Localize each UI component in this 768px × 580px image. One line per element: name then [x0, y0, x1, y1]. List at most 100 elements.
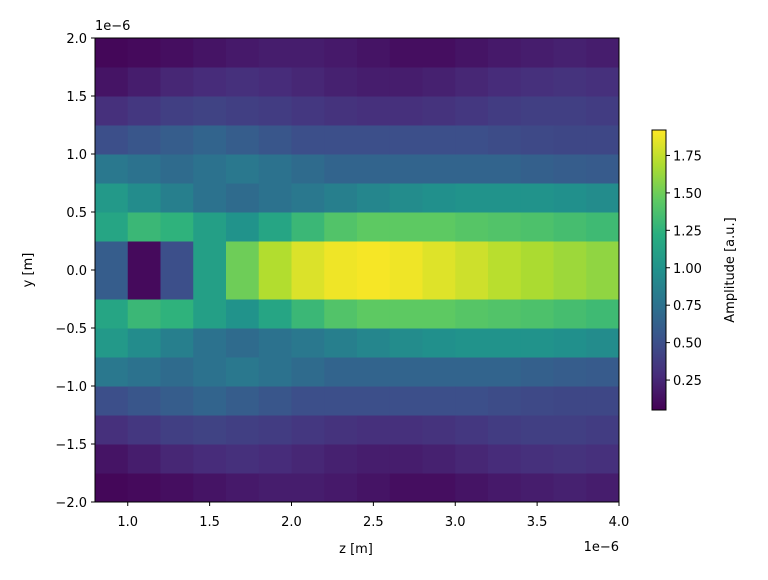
- heatmap-cell: [291, 96, 325, 126]
- heatmap-cell: [553, 270, 587, 300]
- heatmap-cell: [455, 154, 489, 184]
- heatmap-cell: [291, 270, 325, 300]
- heatmap-cell: [127, 38, 161, 68]
- colorbar-tick-label: 0.75: [673, 299, 702, 314]
- heatmap-cell: [389, 183, 423, 213]
- heatmap-cell: [553, 386, 587, 416]
- heatmap-cell: [324, 241, 358, 271]
- heatmap-cell: [455, 270, 489, 300]
- heatmap-cell: [193, 473, 227, 502]
- heatmap-cell: [324, 415, 358, 445]
- heatmap-cell: [553, 328, 587, 358]
- heatmap-cell: [193, 270, 227, 300]
- heatmap-cell: [553, 357, 587, 387]
- heatmap-cell: [193, 183, 227, 213]
- heatmap-cell: [422, 386, 456, 416]
- heatmap-cell: [389, 212, 423, 242]
- colorbar-tick-label: 1.25: [673, 224, 702, 239]
- heatmap-cell: [357, 183, 391, 213]
- heatmap-cell: [193, 241, 227, 271]
- heatmap-cell: [226, 241, 260, 271]
- heatmap-cell: [520, 328, 554, 358]
- heatmap-cell: [389, 125, 423, 155]
- heatmap-cell: [488, 241, 522, 271]
- heatmap-cell: [226, 183, 260, 213]
- heatmap-cell: [291, 328, 325, 358]
- x-tick-label: 4.0: [609, 515, 630, 530]
- heatmap-cell: [422, 125, 456, 155]
- heatmap-cell: [127, 299, 161, 329]
- heatmap-cell: [127, 415, 161, 445]
- heatmap-cell: [226, 154, 260, 184]
- heatmap-cell: [586, 154, 619, 184]
- heatmap-cell: [422, 38, 456, 68]
- heatmap-cell: [160, 67, 194, 97]
- heatmap-cell: [586, 415, 619, 445]
- y-tick-label: −1.5: [55, 438, 87, 453]
- heatmap-cell: [586, 183, 619, 213]
- colorbar-tick-label: 0.50: [673, 337, 702, 352]
- heatmap-cell: [95, 328, 129, 358]
- heatmap-cell: [553, 444, 587, 474]
- heatmap-cell: [586, 212, 619, 242]
- heatmap-cell: [160, 473, 194, 502]
- y-tick-label: −1.0: [55, 380, 87, 395]
- heatmap-cell: [193, 444, 227, 474]
- heatmap-cell: [357, 125, 391, 155]
- heatmap-cell: [226, 299, 260, 329]
- heatmap-cell: [520, 212, 554, 242]
- heatmap-cell: [586, 473, 619, 502]
- y-tick-label: 1.0: [66, 148, 87, 163]
- heatmap-cell: [160, 386, 194, 416]
- heatmap-cell: [258, 270, 292, 300]
- heatmap-cell: [160, 154, 194, 184]
- heatmap-cell: [324, 183, 358, 213]
- heatmap-cell: [422, 183, 456, 213]
- heatmap-cell: [226, 125, 260, 155]
- heatmap-cell: [127, 67, 161, 97]
- x-tick-label: 2.5: [363, 515, 384, 530]
- heatmap-cell: [226, 212, 260, 242]
- heatmap-cell: [520, 125, 554, 155]
- heatmap-cell: [258, 67, 292, 97]
- heatmap-cell: [455, 473, 489, 502]
- heatmap-cell: [291, 183, 325, 213]
- heatmap-cell: [520, 183, 554, 213]
- heatmap-cell: [291, 125, 325, 155]
- heatmap-cell: [193, 154, 227, 184]
- x-tick-label: 2.0: [281, 515, 302, 530]
- colorbar-label: Amplitude [a.u.]: [723, 217, 738, 322]
- heatmap-cell: [95, 67, 129, 97]
- heatmap-cell: [422, 299, 456, 329]
- heatmap-cell: [95, 212, 129, 242]
- heatmap-cell: [553, 125, 587, 155]
- heatmap-cell: [193, 357, 227, 387]
- heatmap-cell: [455, 183, 489, 213]
- heatmap-cell: [422, 357, 456, 387]
- colorbar: [651, 129, 667, 411]
- heatmap-cell: [357, 357, 391, 387]
- heatmap-cell: [324, 270, 358, 300]
- heatmap-cell: [258, 415, 292, 445]
- heatmap-cell: [226, 444, 260, 474]
- heatmap-cell: [193, 67, 227, 97]
- heatmap-cell: [520, 154, 554, 184]
- heatmap-cell: [127, 241, 161, 271]
- heatmap-cell: [160, 183, 194, 213]
- heatmap-cell: [389, 67, 423, 97]
- colorbar-tick-label: 1.50: [673, 187, 702, 202]
- heatmap-cell: [127, 96, 161, 126]
- heatmap-cell: [95, 444, 129, 474]
- heatmap-cell: [357, 67, 391, 97]
- heatmap-cell: [193, 328, 227, 358]
- heatmap-cell: [258, 125, 292, 155]
- y-tick-label: 1.5: [66, 90, 87, 105]
- y-tick-label: 2.0: [66, 32, 87, 47]
- heatmap-cell: [586, 328, 619, 358]
- heatmap-cell: [291, 154, 325, 184]
- heatmap-cell: [422, 212, 456, 242]
- heatmap-cell: [127, 212, 161, 242]
- heatmap-cell: [488, 386, 522, 416]
- heatmap-cell: [422, 96, 456, 126]
- heatmap-cell: [324, 67, 358, 97]
